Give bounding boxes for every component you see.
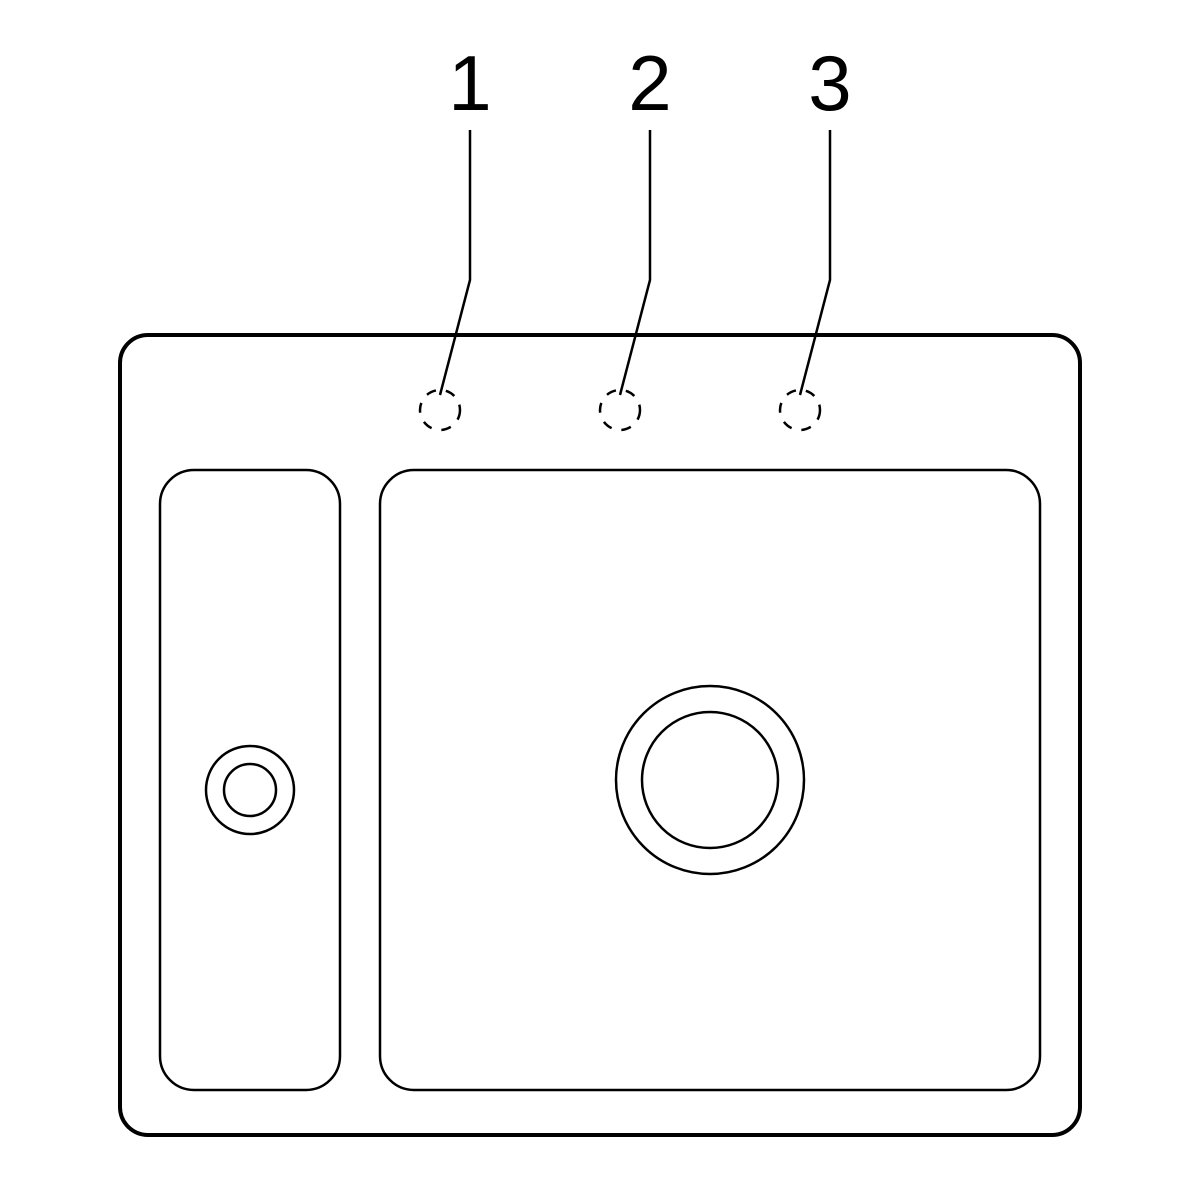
sink-diagram: 1 2 3 bbox=[0, 0, 1200, 1200]
callout-label-1: 1 bbox=[448, 39, 491, 127]
large-drain-outer bbox=[616, 686, 804, 874]
callout-label-2: 2 bbox=[628, 39, 671, 127]
small-drain-outer bbox=[206, 746, 294, 834]
basin-small bbox=[160, 470, 340, 1090]
leader-line-2 bbox=[620, 130, 650, 395]
leader-line-1 bbox=[440, 130, 470, 395]
large-drain-inner bbox=[642, 712, 778, 848]
tap-hole-2 bbox=[600, 390, 640, 430]
small-drain-inner bbox=[224, 764, 276, 816]
tap-hole-3 bbox=[780, 390, 820, 430]
sink-outer-frame bbox=[120, 335, 1080, 1135]
tap-hole-1 bbox=[420, 390, 460, 430]
basin-large bbox=[380, 470, 1040, 1090]
callout-label-3: 3 bbox=[808, 39, 851, 127]
leader-line-3 bbox=[800, 130, 830, 395]
